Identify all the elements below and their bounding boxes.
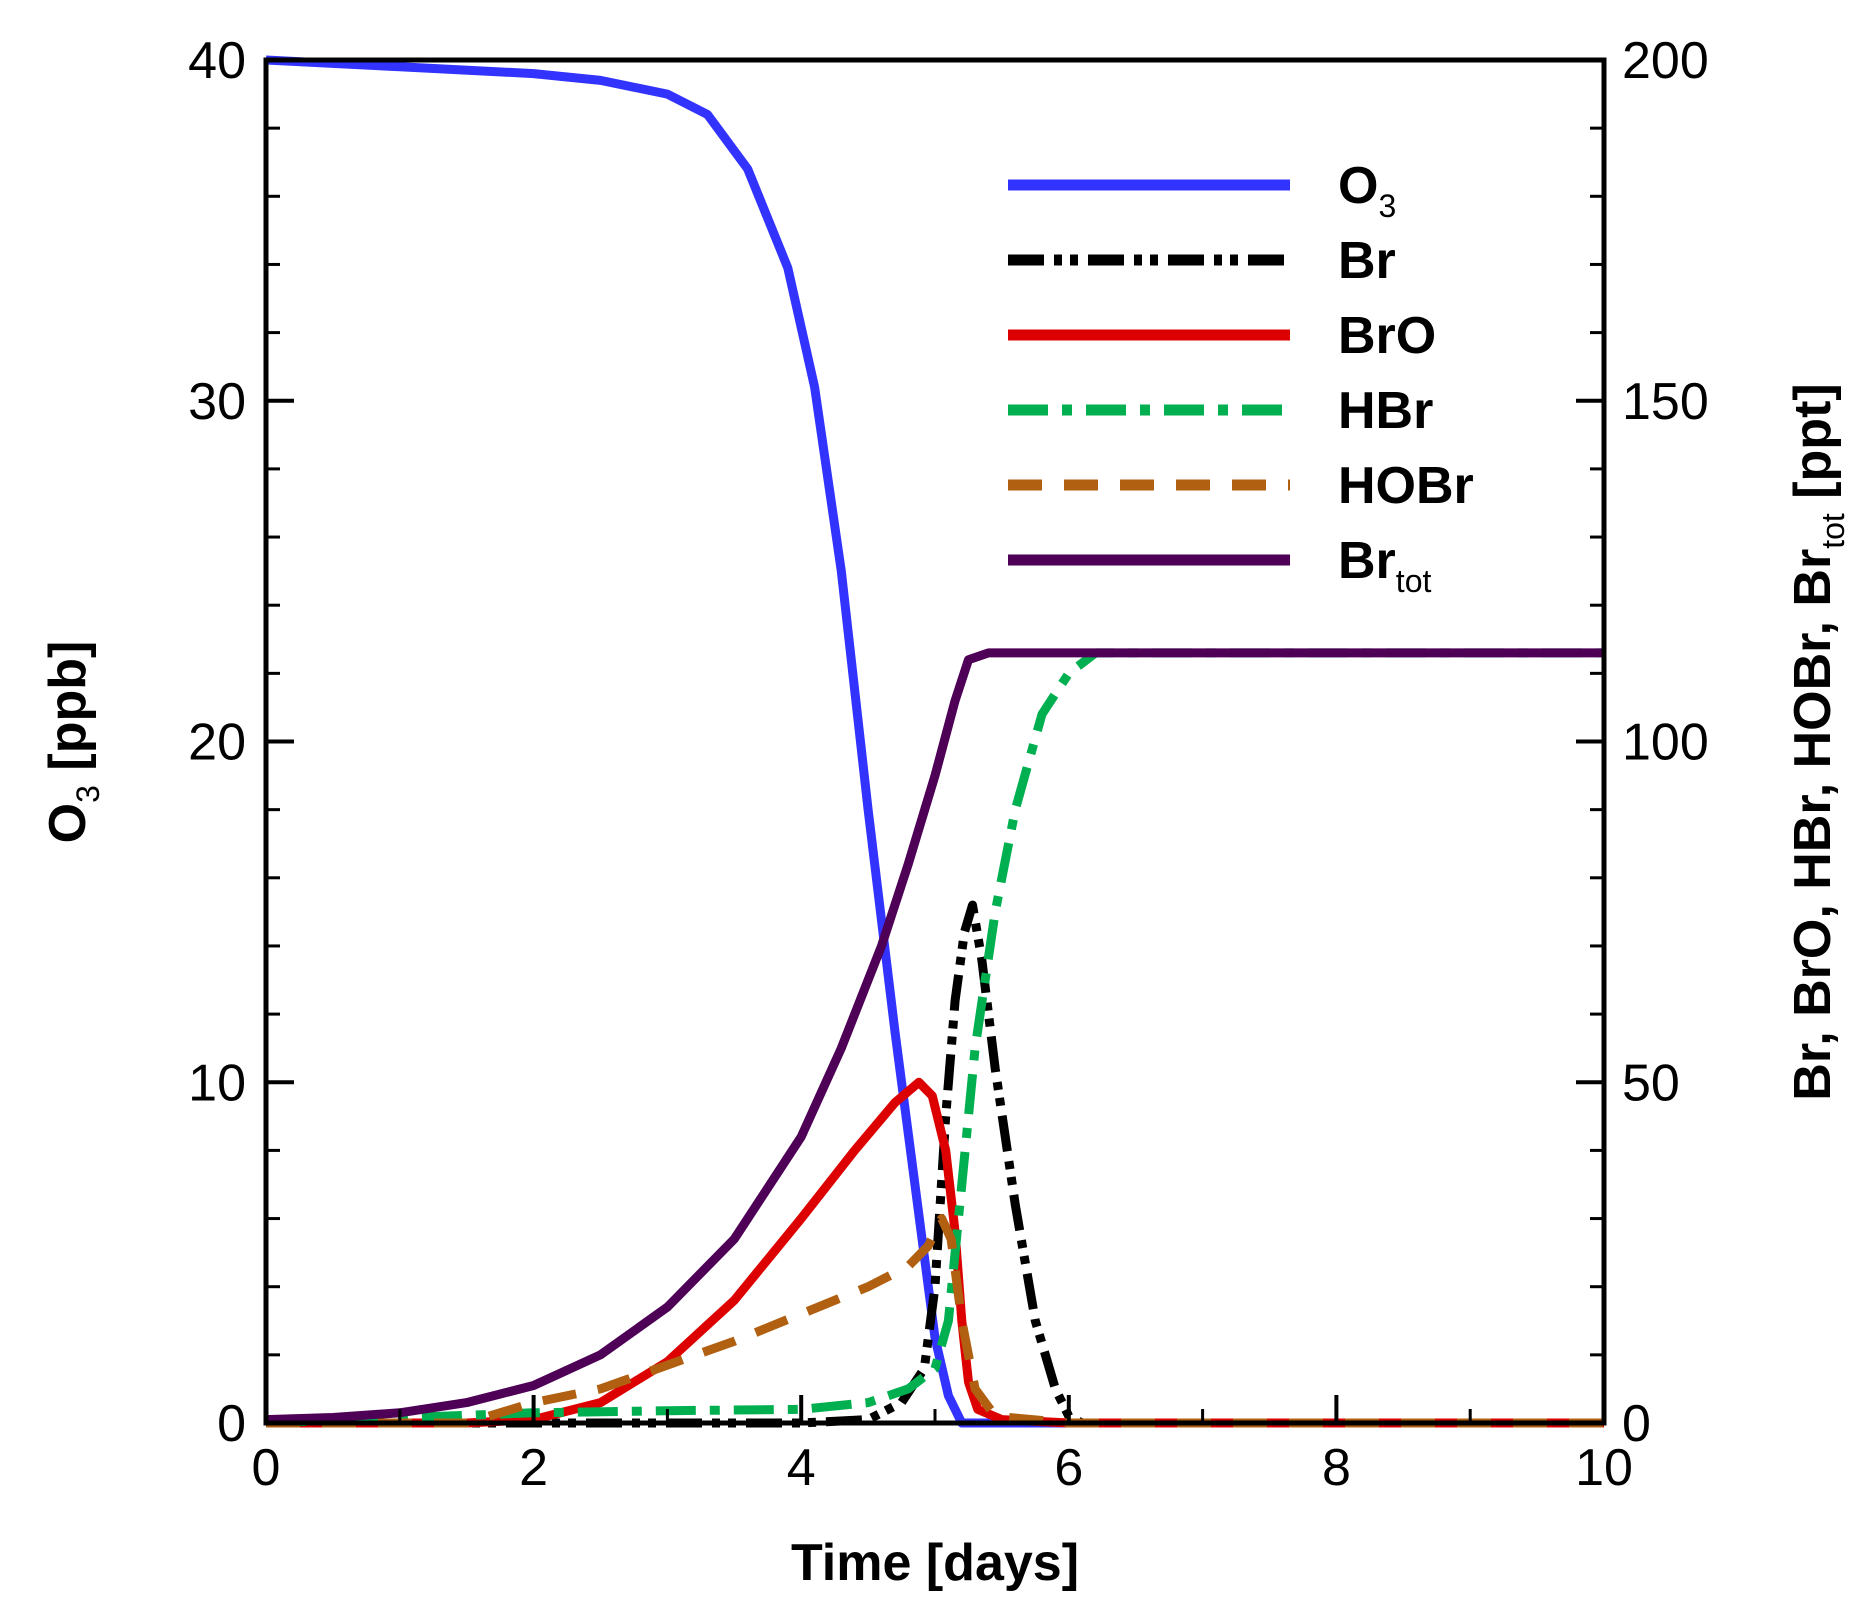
legend-label-o3: O3 [1338, 157, 1396, 224]
series-line-o3 [265, 55, 1604, 1428]
legend-label-br: Br [1338, 232, 1396, 290]
x-tick-label: 2 [519, 1439, 548, 1497]
y-right-tick-label: 200 [1622, 32, 1709, 90]
legend-label-main: HOBr [1338, 457, 1474, 515]
x-tick-label: 8 [1322, 1439, 1351, 1497]
y-right-tick-label: 0 [1622, 1395, 1651, 1453]
series-line-hobr [266, 1214, 1604, 1428]
x-tick-label: 6 [1054, 1439, 1083, 1497]
legend-label-main: HBr [1338, 382, 1433, 440]
ticks-layer [264, 58, 1606, 1425]
x-tick-label: 0 [252, 1439, 281, 1497]
legend-label-hobr: HOBr [1338, 457, 1474, 515]
y-right-tick-label: 50 [1622, 1054, 1680, 1112]
legend-label-main: Br [1338, 232, 1396, 290]
legend-label-main: BrO [1338, 307, 1436, 365]
series-line-bro [266, 1077, 1604, 1428]
y-right-title-sub: tot [1815, 513, 1851, 549]
legend-label-sub: 3 [1378, 188, 1396, 224]
y-right-axis-title: Br, BrO, HBr, HOBr, Brtot [ppt] [1784, 383, 1851, 1100]
legend-label-main: O [1338, 157, 1378, 215]
y-left-axis-title: O3 [ppb] [39, 641, 106, 844]
series-line-brtot [265, 648, 1604, 1425]
y-left-tick-label: 0 [217, 1395, 246, 1453]
series-layer [265, 55, 1604, 1428]
y-left-title-sub: 3 [70, 785, 106, 803]
y-right-tick-label: 150 [1622, 373, 1709, 431]
y-left-title-main: O [39, 803, 97, 843]
y-left-tick-label: 20 [188, 714, 246, 772]
legend-label-main: Br [1338, 532, 1396, 590]
x-axis-title: Time [days] [791, 1534, 1079, 1592]
y-left-tick-label: 40 [188, 32, 246, 90]
y-right-title-main: Br, BrO, HBr, HOBr, Br [1784, 549, 1842, 1101]
y-left-tick-label: 10 [188, 1054, 246, 1112]
y-right-tick-label: 100 [1622, 714, 1709, 772]
legend-label-hbr: HBr [1338, 382, 1433, 440]
y-left-tick-label: 30 [188, 373, 246, 431]
legend-label-sub: tot [1396, 563, 1432, 599]
x-tick-label: 10 [1575, 1439, 1633, 1497]
legend-label-bro: BrO [1338, 307, 1436, 365]
series-line-hbr [265, 648, 1604, 1428]
y-left-title-tail: [ppb] [39, 641, 97, 785]
legend-label-brtot: Brtot [1338, 532, 1431, 599]
x-tick-label: 4 [787, 1439, 816, 1497]
series-line-br [266, 900, 1604, 1428]
y-right-title-tail: [ppt] [1784, 383, 1842, 513]
